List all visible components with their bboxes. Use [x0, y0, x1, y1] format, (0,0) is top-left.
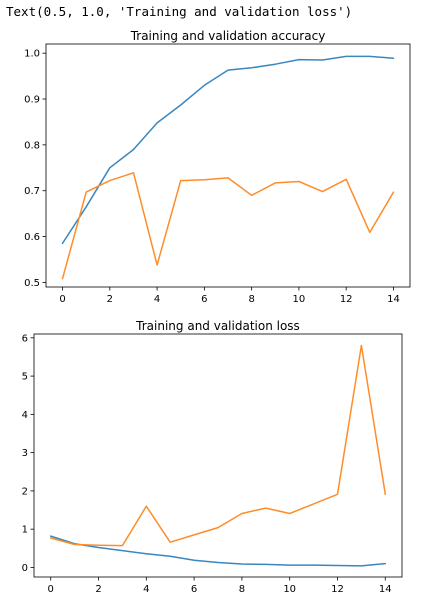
loss-x-tick-label: 14 [379, 584, 392, 595]
loss-y-tick-label: 5 [22, 372, 28, 383]
accuracy-x-tick-label: 10 [293, 294, 306, 305]
accuracy-x-tick-label: 12 [340, 294, 353, 305]
loss-y-tick-label: 1 [22, 525, 28, 536]
loss-plot-frame [33, 333, 403, 578]
accuracy-x-tick-label: 2 [107, 294, 113, 305]
accuracy-x-tick-label: 6 [201, 294, 207, 305]
accuracy-y-tick-label: 0.8 [24, 140, 40, 151]
loss-x-tick-label: 2 [95, 584, 101, 595]
loss-x-tick-label: 8 [239, 584, 245, 595]
accuracy-y-tick-label: 0.7 [24, 186, 40, 197]
accuracy-validation-line [61, 172, 395, 280]
loss-y-tick-label: 0 [22, 563, 28, 574]
loss-x-tick-label: 0 [48, 584, 54, 595]
accuracy-x-tick-label: 0 [59, 294, 65, 305]
loss-y-tick-label: 2 [22, 486, 28, 497]
loss-x-tick-label: 6 [191, 584, 197, 595]
accuracy-x-tick-label: 4 [154, 294, 160, 305]
accuracy-chart: Training and validation accuracy 0 2 4 6 8 10 1… [24, 29, 411, 305]
accuracy-x-tick-label: 8 [248, 294, 254, 305]
accuracy-training-line [61, 55, 395, 245]
loss-x-tick-label: 12 [331, 584, 344, 595]
loss-y-tick-label: 3 [22, 448, 28, 459]
cell-output-text: Text(0.5, 1.0, 'Training and validation … [6, 4, 353, 19]
loss-x-tick-label: 4 [143, 584, 149, 595]
loss-validation-line [49, 344, 387, 547]
accuracy-plot-frame [45, 43, 411, 288]
loss-y-tick-label: 4 [22, 410, 28, 421]
loss-chart-title: Training and validation loss [135, 319, 300, 333]
accuracy-y-tick-label: 0.5 [24, 278, 40, 289]
loss-x-tick-label: 10 [283, 584, 296, 595]
accuracy-y-tick-label: 1.0 [24, 49, 40, 60]
loss-y-tick-label: 6 [22, 333, 28, 344]
loss-training-line [49, 535, 387, 567]
accuracy-x-tick-label: 14 [387, 294, 400, 305]
accuracy-y-tick-label: 0.9 [24, 95, 40, 106]
accuracy-y-tick-label: 0.6 [24, 232, 40, 243]
accuracy-chart-title: Training and validation accuracy [130, 29, 326, 43]
